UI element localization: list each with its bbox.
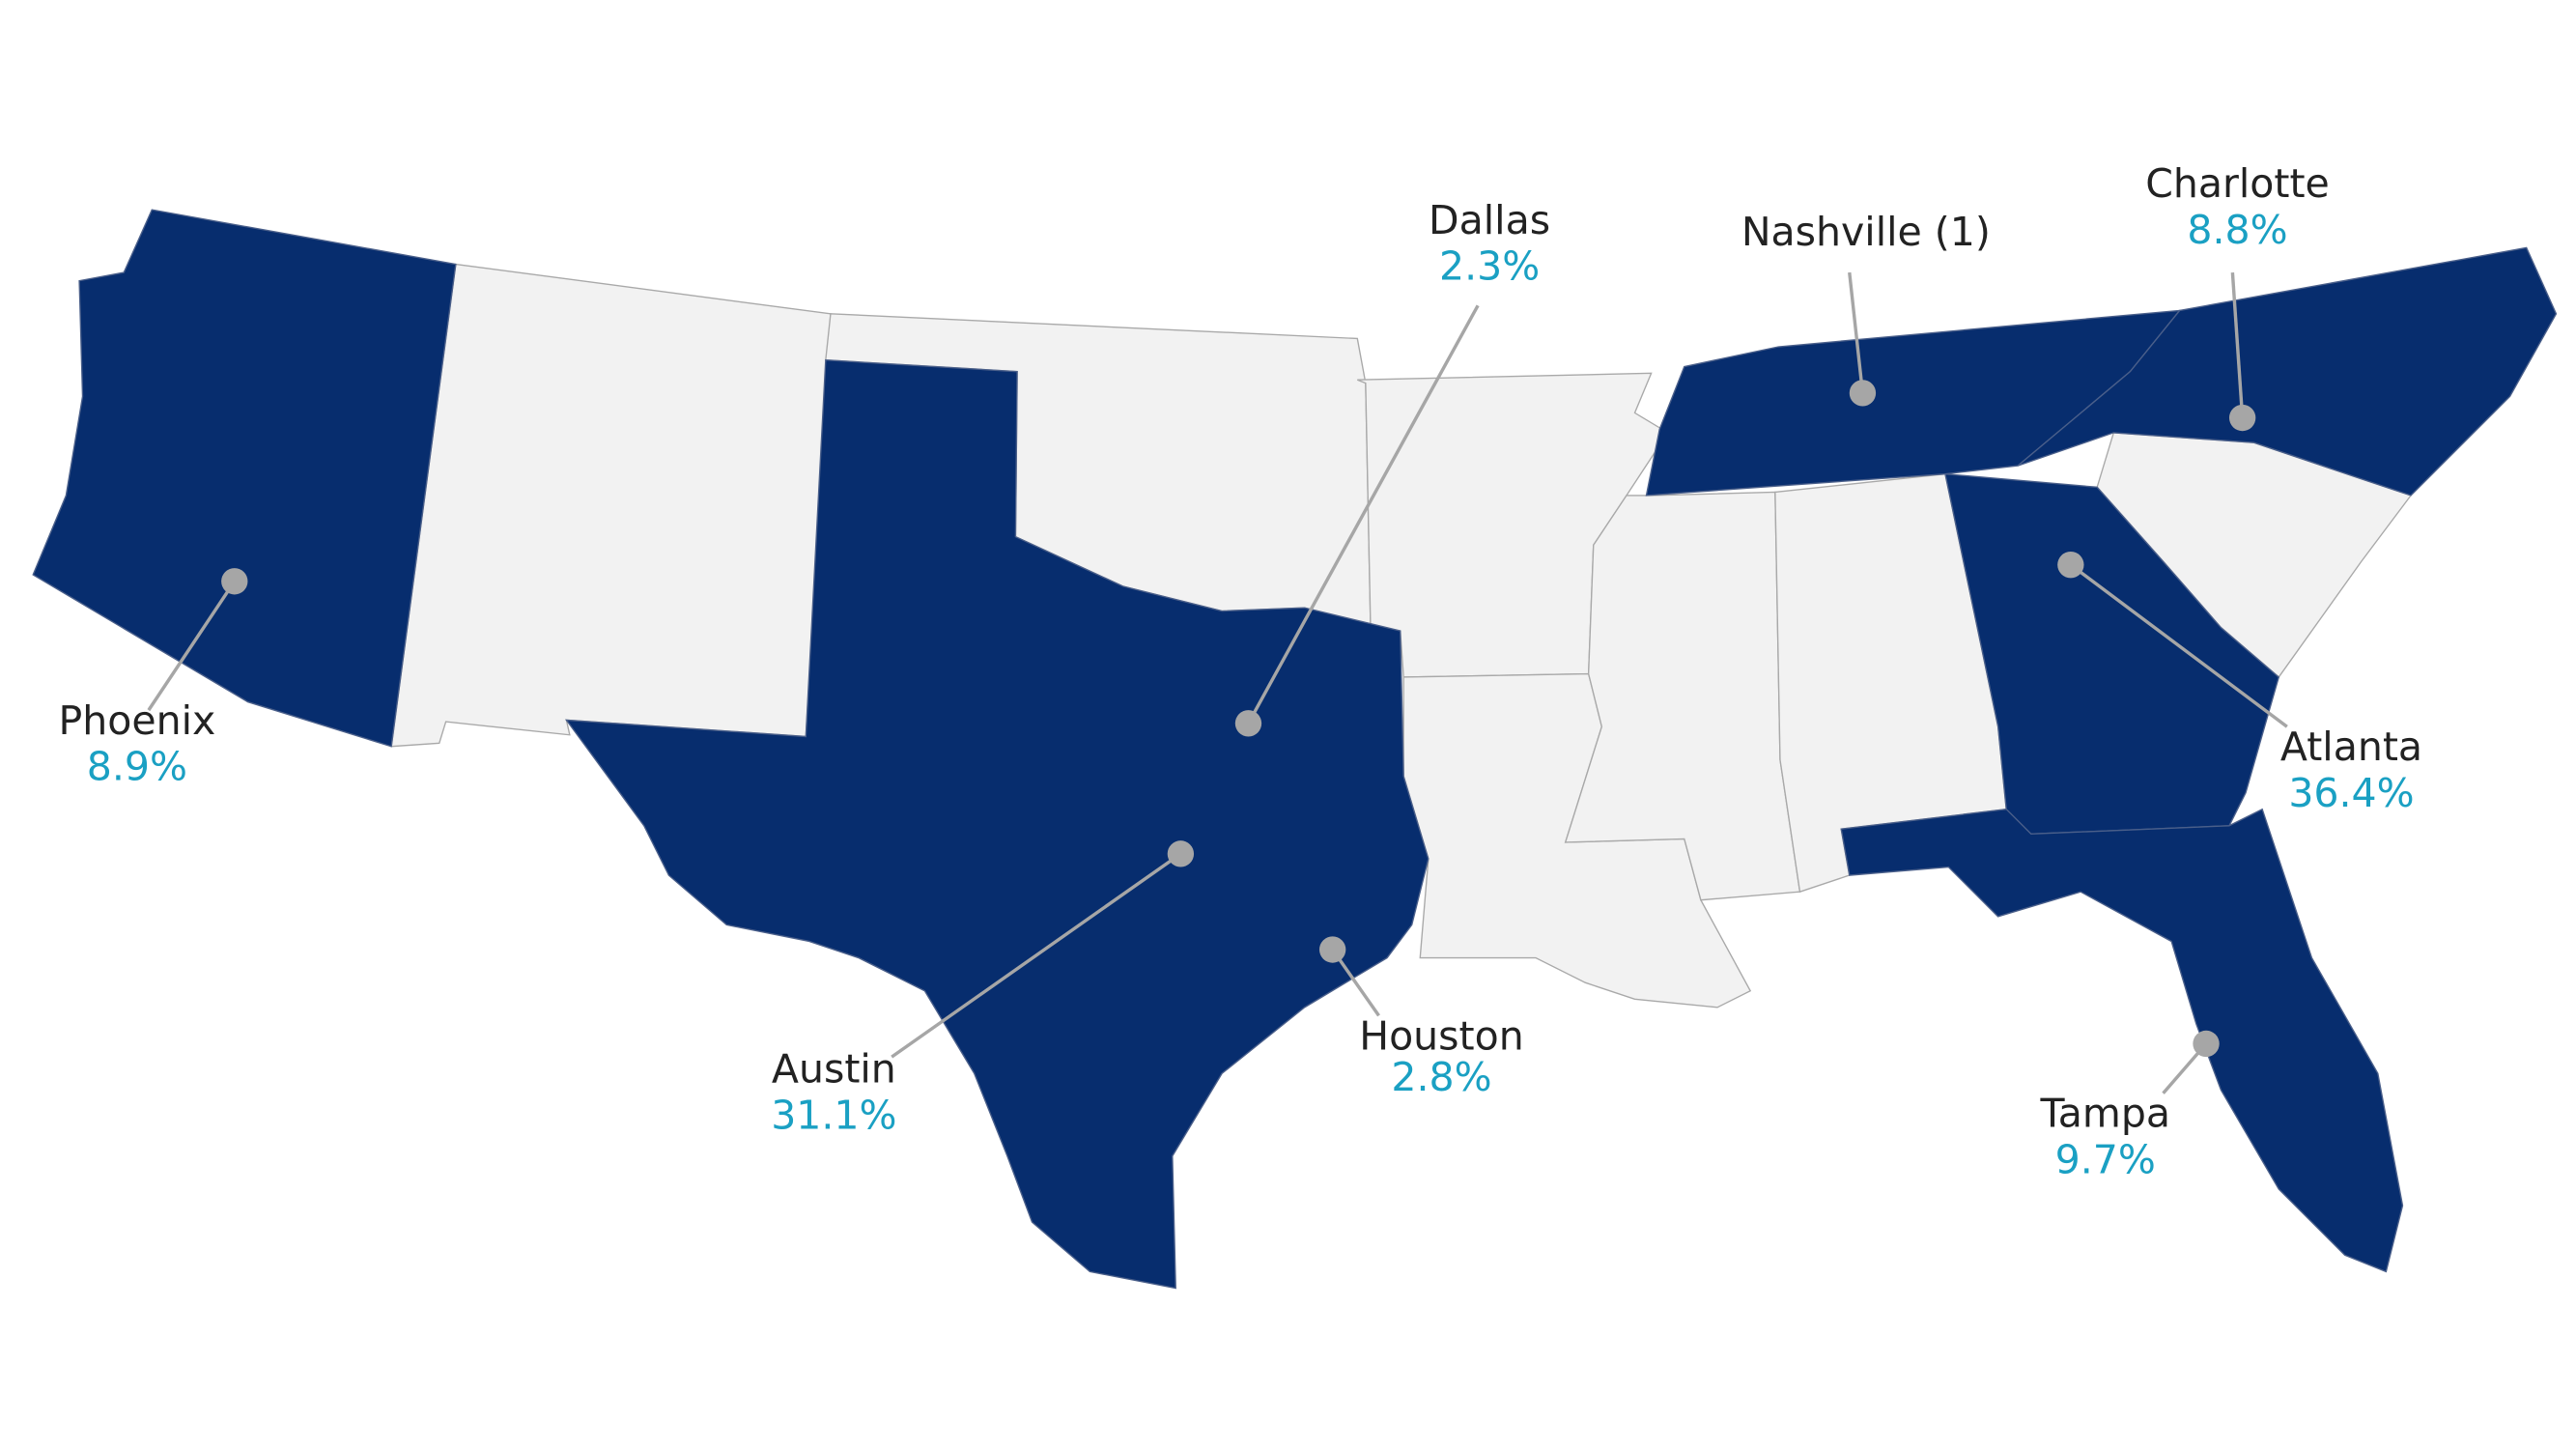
city-share: 2.8% — [1391, 1054, 1491, 1100]
city-dot — [1849, 380, 1877, 407]
leader-line — [2069, 563, 2288, 728]
labels: Phoenix 8.9% Dallas 2.3% Nashville (1) C… — [59, 160, 2423, 1182]
leader-line — [147, 580, 237, 712]
leader-line — [1331, 949, 1380, 1017]
leader-line — [891, 852, 1182, 1059]
city-dot — [2057, 552, 2084, 579]
city-dot — [1234, 710, 1262, 737]
leader-line — [2230, 271, 2245, 418]
north-carolina — [2017, 246, 2558, 497]
city-share: 8.8% — [2187, 207, 2287, 253]
city-share: 2.3% — [1439, 243, 1540, 290]
city-name: Austin — [772, 1046, 896, 1093]
city-name: Atlanta — [2280, 724, 2422, 770]
city-share: 8.9% — [87, 744, 187, 790]
new-mexico — [390, 263, 832, 748]
mississippi — [1564, 491, 1801, 901]
city-name: Tampa — [2039, 1091, 2170, 1137]
city-name: Charlotte — [2145, 160, 2330, 207]
city-share: 9.7% — [2055, 1137, 2156, 1183]
city-dot — [1318, 936, 1346, 963]
city-name: Phoenix — [59, 697, 216, 744]
city-name: Dallas — [1429, 197, 1550, 243]
texas — [564, 358, 1430, 1290]
city-dot — [2193, 1030, 2220, 1058]
florida — [1840, 808, 2404, 1273]
city-dot — [2228, 404, 2256, 432]
city-name: Houston — [1359, 1012, 1523, 1059]
georgia — [1944, 472, 2280, 836]
city-share: 36.4% — [2288, 770, 2414, 816]
leader-line — [1848, 271, 1865, 394]
city-share: 31.1% — [771, 1092, 896, 1138]
city-dot — [1167, 840, 1195, 867]
states — [32, 209, 2558, 1290]
arizona — [32, 209, 457, 748]
city-name: Nashville (1) — [1741, 209, 1991, 255]
city-dot — [221, 568, 248, 595]
leaders — [147, 271, 2288, 1094]
leader-line — [1246, 304, 1480, 724]
